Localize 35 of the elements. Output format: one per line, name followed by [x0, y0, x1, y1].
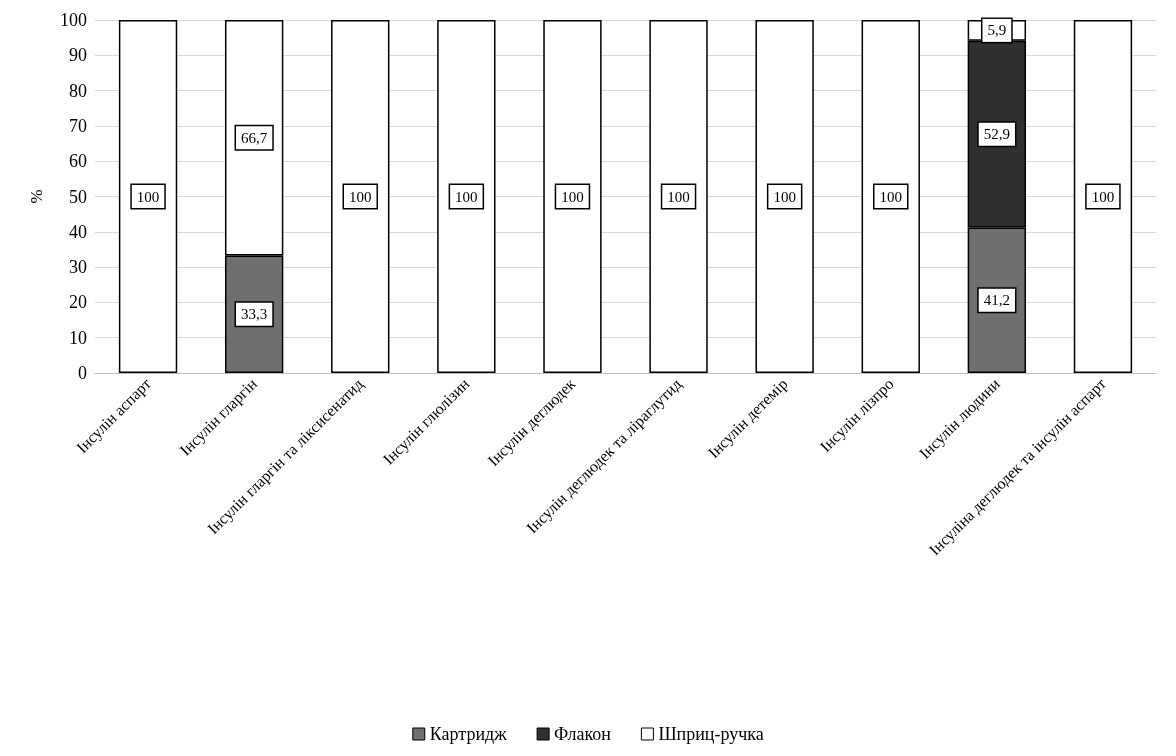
y-tick-label: 30 [69, 257, 87, 278]
bar [543, 20, 602, 373]
y-tick-label: 0 [78, 363, 87, 383]
y-tick-label: 70 [69, 115, 87, 136]
y-tick-label: 40 [69, 221, 87, 242]
legend-label: Картридж [429, 724, 508, 744]
data-label: 100 [136, 188, 160, 205]
data-label: 66,7 [241, 129, 268, 146]
data-label: 41,2 [983, 292, 1010, 309]
bar [649, 20, 708, 373]
data-label: 100 [1091, 188, 1115, 205]
bar [331, 20, 390, 373]
data-label: 100 [879, 188, 902, 205]
y-tick-label: 50 [69, 186, 87, 207]
legend-label: Шприц-ручка [658, 724, 764, 744]
y-tick-label: 100 [60, 10, 87, 30]
data-label: 100 [455, 188, 478, 205]
data-label: 100 [349, 188, 372, 205]
y-tick-label: 60 [69, 151, 87, 172]
data-label: 100 [773, 188, 796, 205]
bar [755, 20, 814, 373]
bar [1073, 20, 1133, 373]
data-label: 100 [667, 188, 690, 205]
y-tick-label: 10 [69, 327, 87, 348]
y-axis-title: % [27, 189, 46, 204]
y-tick-label: 90 [69, 45, 87, 66]
bar [861, 20, 920, 373]
y-tick-label: 80 [69, 80, 87, 101]
data-label: 52,9 [983, 126, 1010, 143]
legend-label: Флакон [554, 724, 612, 744]
data-label: 100 [561, 188, 584, 205]
data-label: 33,3 [241, 306, 268, 323]
y-tick-label: 20 [69, 292, 87, 313]
bar [437, 20, 496, 373]
bar [118, 20, 178, 373]
